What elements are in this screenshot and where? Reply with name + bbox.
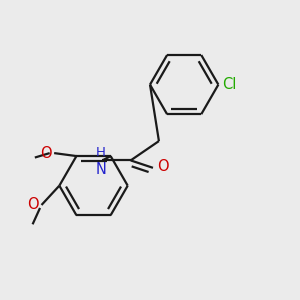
Text: H: H — [96, 146, 106, 159]
Text: O: O — [28, 197, 39, 212]
Text: Cl: Cl — [222, 77, 236, 92]
Text: O: O — [40, 146, 52, 160]
Text: N: N — [95, 162, 106, 177]
Text: O: O — [157, 159, 169, 174]
